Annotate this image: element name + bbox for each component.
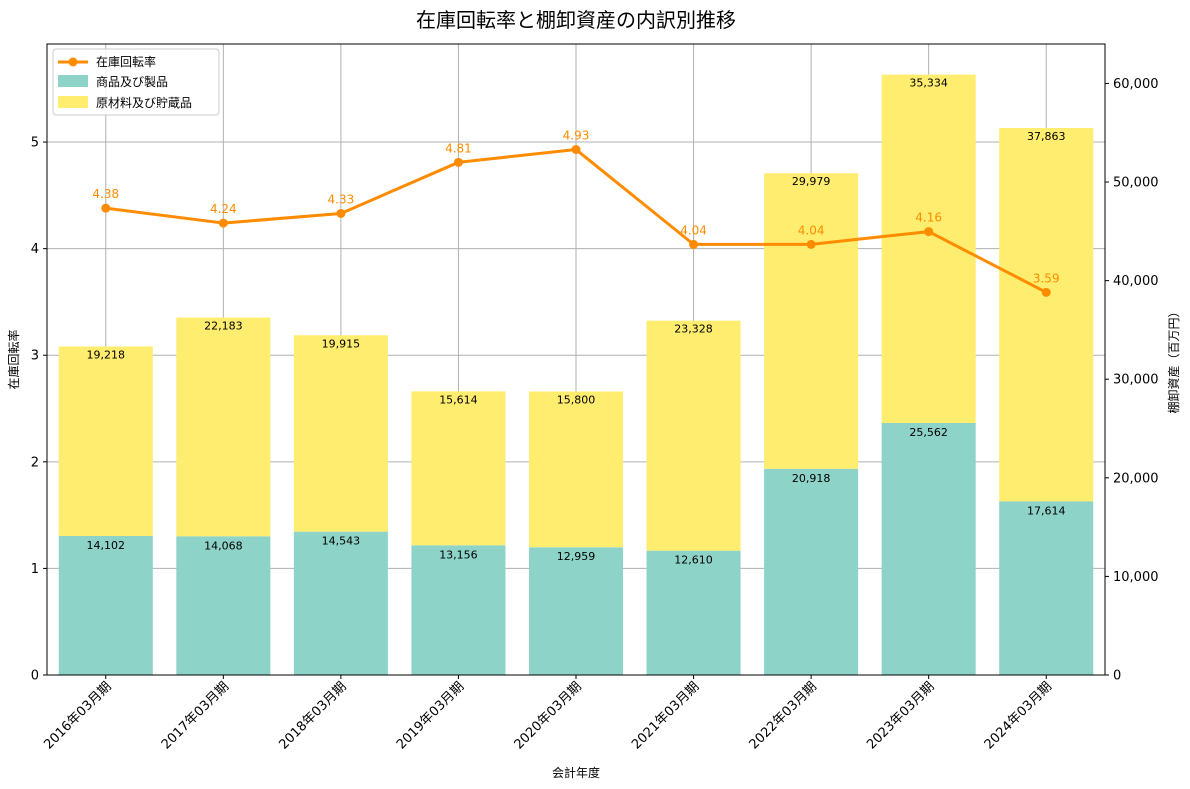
bar-goods [411, 545, 506, 675]
turnover-point [689, 239, 699, 249]
bar-goods [764, 468, 859, 675]
turnover-label: 4.81 [445, 141, 472, 155]
x-tick-label: 2022年03月期 [747, 679, 820, 752]
turnover-point [924, 227, 934, 237]
turnover-point [571, 145, 581, 155]
bar-materials [646, 320, 741, 551]
bar-label-materials: 35,334 [909, 77, 948, 90]
bar-materials [293, 335, 388, 532]
turnover-point [101, 203, 111, 213]
bar-goods [881, 422, 976, 675]
x-axis-label: 会計年度 [552, 765, 600, 780]
turnover-point [806, 239, 816, 249]
bar-label-goods: 14,068 [204, 539, 243, 552]
chart-title: 在庫回転率と棚卸資産の内訳別推移 [416, 8, 736, 32]
y-left-tick-label: 2 [31, 455, 39, 470]
legend-box [52, 48, 220, 116]
y-right-tick-label: 60,000 [1113, 77, 1159, 92]
turnover-point [218, 218, 228, 228]
bar-materials [58, 346, 153, 536]
bar-goods [58, 535, 153, 675]
bar-label-materials: 23,328 [674, 323, 713, 336]
turnover-label: 4.04 [798, 223, 825, 237]
y-axis-left-label: 在庫回転率 [6, 329, 21, 389]
y-right-tick-label: 0 [1113, 669, 1121, 684]
bar-label-materials: 37,863 [1027, 130, 1066, 143]
bar-materials [176, 317, 271, 537]
turnover-line [101, 145, 1051, 297]
bar-label-goods: 25,562 [909, 426, 948, 439]
bar-label-goods: 12,959 [557, 550, 596, 563]
y-left-tick-label: 4 [31, 242, 39, 257]
y-left-tick-label: 0 [31, 669, 39, 684]
y-left-tick-label: 1 [31, 562, 39, 577]
y-right-tick-label: 10,000 [1113, 570, 1159, 585]
y-right-tick-label: 30,000 [1113, 373, 1159, 388]
bar-materials [999, 128, 1094, 502]
legend-label-materials: 原材料及び貯蔵品 [96, 96, 192, 110]
x-tick-label: 2020年03月期 [512, 679, 585, 752]
bar-label-materials: 29,979 [792, 175, 831, 188]
x-tick-label: 2023年03月期 [864, 679, 937, 752]
bar-label-goods: 14,102 [87, 539, 126, 552]
turnover-label: 4.93 [563, 129, 590, 143]
bar-materials [764, 173, 859, 469]
bar-label-goods: 20,918 [792, 472, 831, 485]
turnover-point [336, 208, 346, 218]
turnover-label: 4.38 [92, 187, 119, 201]
bar-goods [176, 536, 271, 675]
x-tick-label: 2024年03月期 [982, 679, 1055, 752]
bar-goods [293, 531, 388, 675]
x-tick-label: 2018年03月期 [276, 679, 349, 752]
y-left-tick-label: 3 [31, 349, 39, 364]
bar-label-materials: 15,800 [557, 393, 596, 406]
y-right-tick-label: 20,000 [1113, 471, 1159, 486]
bar-label-materials: 19,218 [87, 348, 126, 361]
turnover-label: 4.24 [210, 202, 237, 216]
turnover-label: 4.04 [680, 223, 707, 237]
bar-label-materials: 19,915 [322, 337, 361, 350]
y-right-tick-label: 50,000 [1113, 176, 1159, 191]
bar-label-goods: 12,610 [674, 554, 713, 567]
turnover-label: 4.16 [915, 211, 942, 225]
bar-label-goods: 14,543 [322, 535, 361, 548]
bar-label-goods: 17,614 [1027, 504, 1066, 517]
legend-line-marker [68, 57, 78, 67]
bar-goods [999, 501, 1094, 675]
bars [58, 74, 1094, 675]
x-tick-label: 2021年03月期 [629, 679, 702, 752]
y-right-tick-label: 40,000 [1113, 274, 1159, 289]
bar-materials [528, 391, 624, 548]
legend-swatch-materials [58, 96, 88, 108]
turnover-point [453, 157, 463, 167]
x-tick-label: 2016年03月期 [41, 679, 114, 752]
data-labels: 14,102 19,218 14,068 22,183 14,543 19,915 13,1… [87, 77, 1066, 567]
turnover-label: 3.59 [1033, 271, 1060, 285]
x-tick-label: 2017年03月期 [159, 679, 232, 752]
bar-label-goods: 13,156 [439, 548, 478, 561]
turnover-point [1041, 287, 1051, 297]
legend-label-turnover: 在庫回転率 [96, 54, 156, 69]
bar-label-materials: 22,183 [204, 320, 243, 333]
legend-swatch-goods [58, 75, 88, 87]
y-left-tick-label: 5 [31, 136, 39, 151]
bar-goods [646, 550, 741, 675]
legend-label-goods: 商品及び製品 [96, 74, 168, 89]
x-tick-label: 2019年03月期 [394, 679, 467, 752]
y-axis-right-label: 棚卸資産（百万円） [1166, 305, 1181, 413]
bar-goods [528, 547, 624, 675]
bar-materials [411, 391, 506, 546]
bar-label-materials: 15,614 [439, 393, 478, 406]
turnover-label: 4.33 [328, 192, 355, 206]
